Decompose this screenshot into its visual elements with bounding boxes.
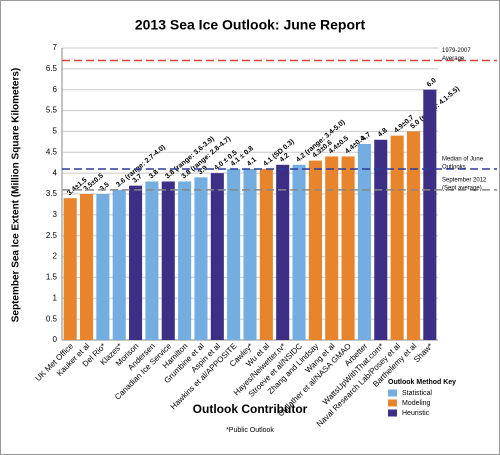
y-tick-label: 7 (53, 43, 58, 52)
legend-label: Statistical (402, 390, 432, 397)
value-label: 4.8 (377, 127, 389, 139)
bar (259, 168, 273, 340)
bar (406, 131, 421, 340)
y-tick-label: 1.5 (46, 273, 58, 282)
bar (63, 198, 77, 340)
reference-label: September 2012 (442, 177, 487, 183)
legend-label: Heuristic (402, 410, 430, 417)
bar (276, 164, 290, 340)
y-tick-label: 6.5 (46, 64, 58, 73)
reference-label: (Sept average) (442, 185, 482, 191)
bar (325, 156, 339, 340)
bar (96, 194, 110, 340)
bar (178, 181, 192, 340)
value-label: 4.7 (360, 131, 372, 143)
reference-label: Median of June (442, 157, 484, 163)
reference-label: Average (442, 56, 465, 62)
bar (390, 135, 404, 340)
bar (423, 89, 437, 340)
y-tick-label: 5 (53, 127, 58, 136)
x-axis-label: Outlook Contributor (193, 402, 308, 416)
value-label: 6.0 (426, 77, 438, 89)
legend-label: Modeling (402, 400, 431, 407)
bar (308, 160, 322, 340)
legend-swatch (388, 389, 397, 397)
bar (145, 181, 159, 340)
bar (79, 194, 94, 340)
bar (374, 139, 388, 340)
value-label: 4.1 (246, 156, 258, 168)
bar (210, 173, 224, 340)
y-tick-label: 0.5 (46, 314, 58, 323)
bar (112, 189, 126, 340)
bar (194, 177, 208, 340)
y-tick-label: 2.5 (46, 231, 58, 240)
y-tick-label: 6 (53, 85, 58, 94)
y-tick-label: 2 (53, 252, 58, 261)
bar (161, 181, 175, 340)
value-label: 3.8 (148, 169, 160, 181)
y-axis-label: September Sea Ice Extent (Million Square… (11, 68, 22, 323)
reference-label: 1979-2007 (442, 48, 471, 54)
bar (243, 168, 257, 340)
y-tick-label: 3 (53, 210, 58, 219)
bar (227, 168, 241, 340)
legend-swatch (388, 399, 397, 407)
legend-title: Outlook Method Key (388, 379, 456, 386)
y-tick-label: 4 (53, 168, 58, 177)
footnote: *Public Outlook (226, 427, 274, 434)
y-tick-label: 4.5 (46, 147, 58, 156)
value-label: 3.5 (99, 181, 111, 193)
y-tick-label: 0 (53, 335, 58, 344)
reference-label: Outlooks (442, 165, 466, 171)
y-tick-label: 5.5 (46, 106, 58, 115)
bar (129, 185, 143, 340)
value-label: 3.7 (132, 173, 144, 185)
y-tick-label: 3.5 (46, 189, 58, 198)
value-label: 4.2 (279, 152, 291, 164)
value-label: 3.9 (197, 165, 209, 177)
chart-title: 2013 Sea Ice Outlook: June Report (135, 17, 366, 33)
bar (357, 143, 371, 340)
bar (341, 156, 355, 340)
y-tick-label: 1 (53, 293, 58, 302)
bar (292, 164, 306, 340)
legend-swatch (388, 409, 397, 417)
